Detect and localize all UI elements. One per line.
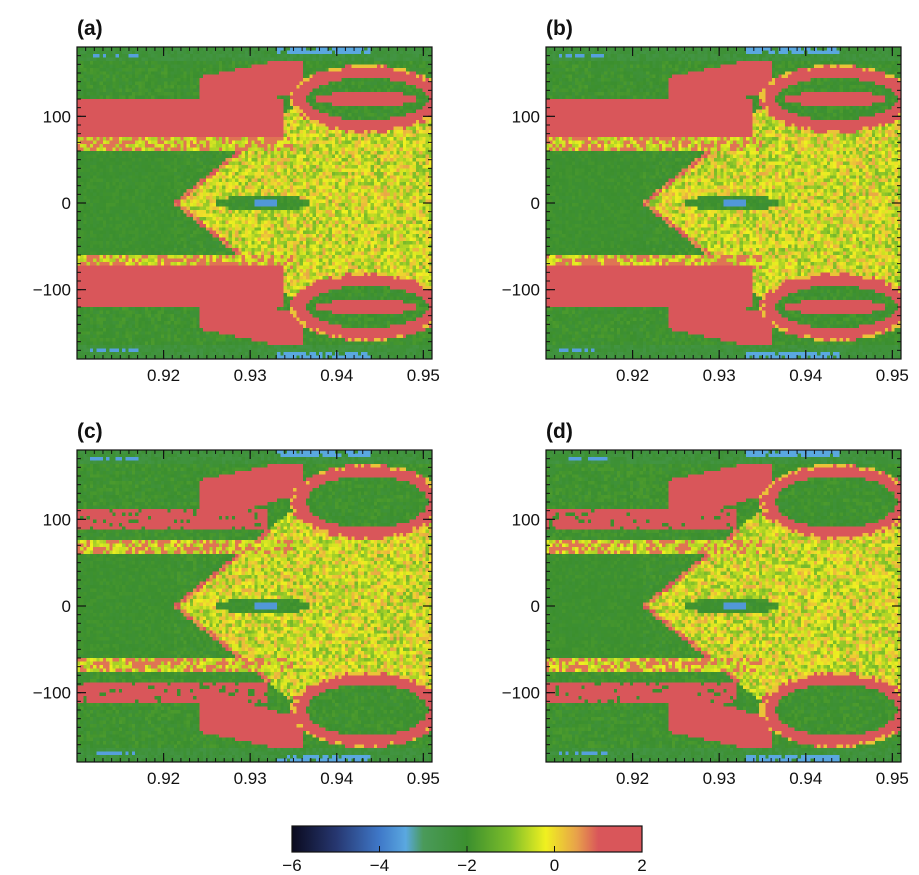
y-tick-label: 0 [62, 597, 71, 616]
panel-label: (a) [77, 17, 103, 40]
x-tick-label: 0.95 [407, 366, 440, 385]
y-tick-label: 0 [531, 194, 540, 213]
panels-layer: (a) 0.92 0.93 0.94 0.95 100 0 −100 (b) 0.92 0.93 0.… [33, 17, 909, 788]
y-tick-label: 0 [62, 194, 71, 213]
panel-a: (a) 0.92 0.93 0.94 0.95 100 0 −100 [33, 17, 440, 385]
y-tick-label: 100 [512, 107, 540, 126]
x-tick-label: 0.94 [320, 366, 353, 385]
panel-label: (c) [77, 420, 103, 443]
panel-label: (b) [546, 17, 573, 40]
x-tick-label: 0.93 [234, 366, 267, 385]
colorbar-tick-label: −6 [282, 856, 301, 875]
x-tick-label: 0.92 [147, 769, 180, 788]
heatmap-image [546, 450, 901, 762]
x-tick-label: 0.94 [789, 769, 822, 788]
panel-c: (c) 0.92 0.93 0.94 0.95 100 0 −100 [33, 420, 440, 788]
panel-label: (d) [546, 420, 573, 443]
x-tick-label: 0.95 [876, 769, 909, 788]
y-tick-label: 100 [43, 510, 71, 529]
heatmap-image [77, 450, 432, 762]
heatmap-image [77, 47, 432, 359]
y-tick-label: 100 [512, 510, 540, 529]
x-tick-label: 0.94 [320, 769, 353, 788]
colorbar: −6 −4 −2 0 2 [282, 825, 647, 875]
x-tick-label: 0.92 [616, 769, 649, 788]
x-tick-label: 0.92 [147, 366, 180, 385]
x-tick-label: 0.92 [616, 366, 649, 385]
x-tick-label: 0.95 [876, 366, 909, 385]
colorbar-tick-label: 2 [637, 856, 646, 875]
panel-b: (b) 0.92 0.93 0.94 0.95 100 0 −100 [502, 17, 909, 385]
x-tick-label: 0.93 [234, 769, 267, 788]
y-tick-label: 0 [531, 597, 540, 616]
panel-d: (d) 0.92 0.93 0.94 0.95 100 0 −100 [502, 420, 909, 788]
heatmap-image [546, 47, 901, 359]
y-tick-label: 100 [43, 107, 71, 126]
x-tick-label: 0.95 [407, 769, 440, 788]
x-tick-label: 0.93 [703, 769, 736, 788]
colorbar-tick-label: −2 [457, 856, 476, 875]
y-tick-label: −100 [33, 281, 71, 300]
colorbar-tick-label: 0 [550, 856, 559, 875]
y-tick-label: −100 [502, 281, 540, 300]
x-tick-label: 0.94 [789, 366, 822, 385]
colorbar-tick-label: −4 [370, 856, 389, 875]
y-tick-label: −100 [502, 684, 540, 703]
x-tick-label: 0.93 [703, 366, 736, 385]
y-tick-label: −100 [33, 684, 71, 703]
